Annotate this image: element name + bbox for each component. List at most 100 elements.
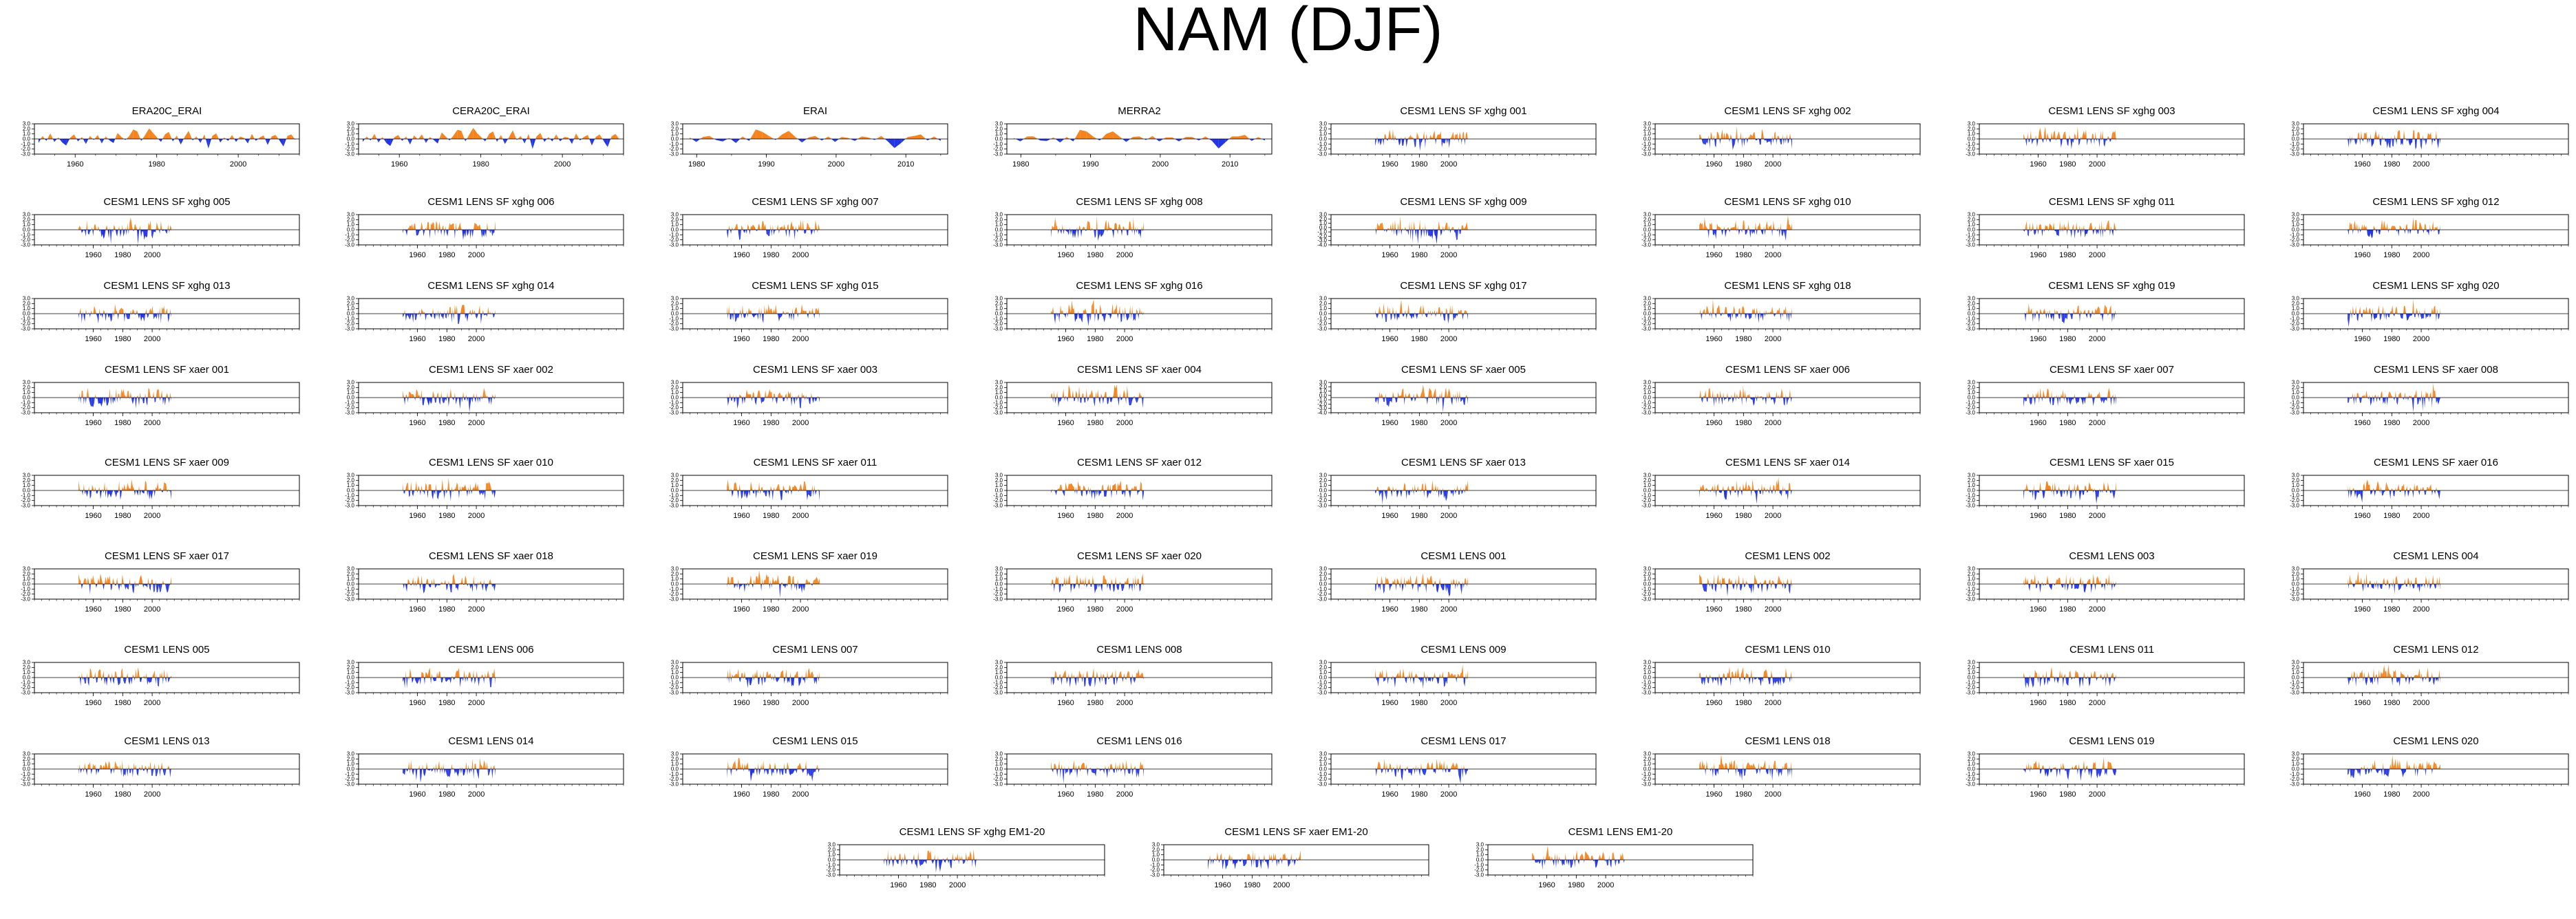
- area-segment: [1760, 230, 1763, 234]
- area-segment: [1081, 314, 1083, 323]
- area-segment: [180, 139, 184, 145]
- area-segment: [2036, 310, 2037, 314]
- area-segment: [476, 314, 477, 319]
- area-segment: [2406, 139, 2407, 142]
- area-segment: [2383, 139, 2384, 141]
- y-tick-label: -2.0: [1966, 321, 1975, 327]
- area-segment: [2424, 307, 2425, 314]
- area-segment: [2041, 133, 2043, 139]
- area-segment: [83, 230, 85, 232]
- y-tick-label: -1.0: [345, 232, 354, 238]
- area-segment: [2114, 310, 2116, 314]
- area-segment: [2435, 305, 2436, 314]
- area-segment: [474, 398, 476, 403]
- area-segment: [85, 309, 86, 314]
- area-segment: [1379, 139, 1381, 146]
- y-tick-label: 2.0: [995, 301, 1003, 307]
- area-segment: [224, 137, 226, 139]
- area-segment: [1053, 227, 1054, 230]
- area-segment: [1156, 139, 1160, 142]
- area-segment: [81, 314, 83, 323]
- area-segment: [1407, 303, 1409, 314]
- area-segment: [750, 394, 752, 398]
- area-segment: [2076, 139, 2077, 141]
- area-segment: [99, 139, 102, 144]
- area-segment: [793, 398, 794, 400]
- area-segment: [1429, 310, 1431, 314]
- area-segment: [2109, 230, 2110, 236]
- area-segment: [1431, 311, 1433, 314]
- area-segment: [782, 314, 783, 316]
- area-segment: [2385, 310, 2386, 314]
- area-segment: [474, 310, 476, 314]
- area-segment: [1381, 139, 1383, 143]
- area-segment: [798, 312, 800, 314]
- area-segment: [2374, 135, 2375, 139]
- y-tick-label: 2.0: [347, 301, 355, 307]
- area-segment: [149, 308, 151, 314]
- area-segment: [2098, 139, 2100, 148]
- area-segment: [2374, 314, 2376, 320]
- y-tick-label: -3.0: [993, 242, 1003, 248]
- area-segment: [1423, 131, 1425, 139]
- area-segment: [1769, 139, 1771, 142]
- area-segment: [1080, 129, 1087, 139]
- area-segment: [154, 398, 156, 402]
- area-segment: [125, 227, 126, 230]
- area-segment: [2036, 224, 2037, 230]
- area-segment: [1053, 306, 1054, 314]
- area-segment: [111, 314, 113, 320]
- area-segment: [264, 135, 266, 139]
- area-segment: [200, 139, 202, 143]
- area-segment: [743, 230, 745, 233]
- area-segment: [806, 394, 807, 398]
- area-segment: [588, 135, 590, 139]
- area-segment: [2354, 305, 2356, 314]
- area-segment: [1403, 314, 1405, 317]
- area-segment: [1103, 230, 1105, 235]
- area-segment: [1047, 139, 1051, 141]
- area-segment: [1710, 131, 1711, 139]
- area-segment: [482, 309, 484, 314]
- area-segment: [441, 391, 443, 398]
- y-tick-label: 2.0: [2292, 301, 2300, 307]
- area-segment: [1412, 137, 1413, 139]
- area-segment: [429, 230, 431, 239]
- area-segment: [434, 223, 435, 230]
- area-segment: [1741, 230, 1743, 233]
- area-segment: [2363, 224, 2365, 230]
- y-tick-label: -1.0: [345, 400, 354, 406]
- area-segment: [1778, 230, 1780, 238]
- area-segment: [449, 223, 451, 230]
- area-segment: [488, 230, 489, 232]
- y-tick-label: 1.0: [347, 131, 355, 137]
- area-segment: [1724, 132, 1726, 139]
- area-segment: [2101, 314, 2103, 322]
- area-segment: [458, 314, 459, 325]
- area-segment: [1767, 314, 1768, 315]
- area-segment: [419, 310, 421, 314]
- area-segment: [1447, 314, 1449, 325]
- area-segment: [2407, 314, 2408, 321]
- area-segment: [2434, 226, 2436, 230]
- area-segment: [755, 227, 756, 230]
- area-segment: [1722, 230, 1723, 236]
- area-segment: [760, 394, 761, 398]
- area-segment: [1100, 304, 1101, 314]
- area-segment: [1747, 314, 1749, 315]
- area-segment: [520, 136, 522, 139]
- area-segment: [2401, 139, 2402, 146]
- area-segment: [249, 133, 252, 139]
- area-segment: [1073, 139, 1075, 142]
- area-segment: [127, 314, 129, 320]
- area-segment: [730, 393, 731, 398]
- area-segment: [133, 129, 138, 139]
- y-tick-label: -1.0: [1966, 316, 1975, 322]
- area-segment: [1401, 230, 1403, 235]
- area-segment: [1432, 133, 1434, 139]
- area-segment: [1764, 310, 1765, 314]
- area-segment: [1132, 305, 1133, 314]
- area-segment: [766, 307, 768, 314]
- y-tick-label: -2.0: [345, 404, 354, 411]
- area-segment: [85, 398, 87, 404]
